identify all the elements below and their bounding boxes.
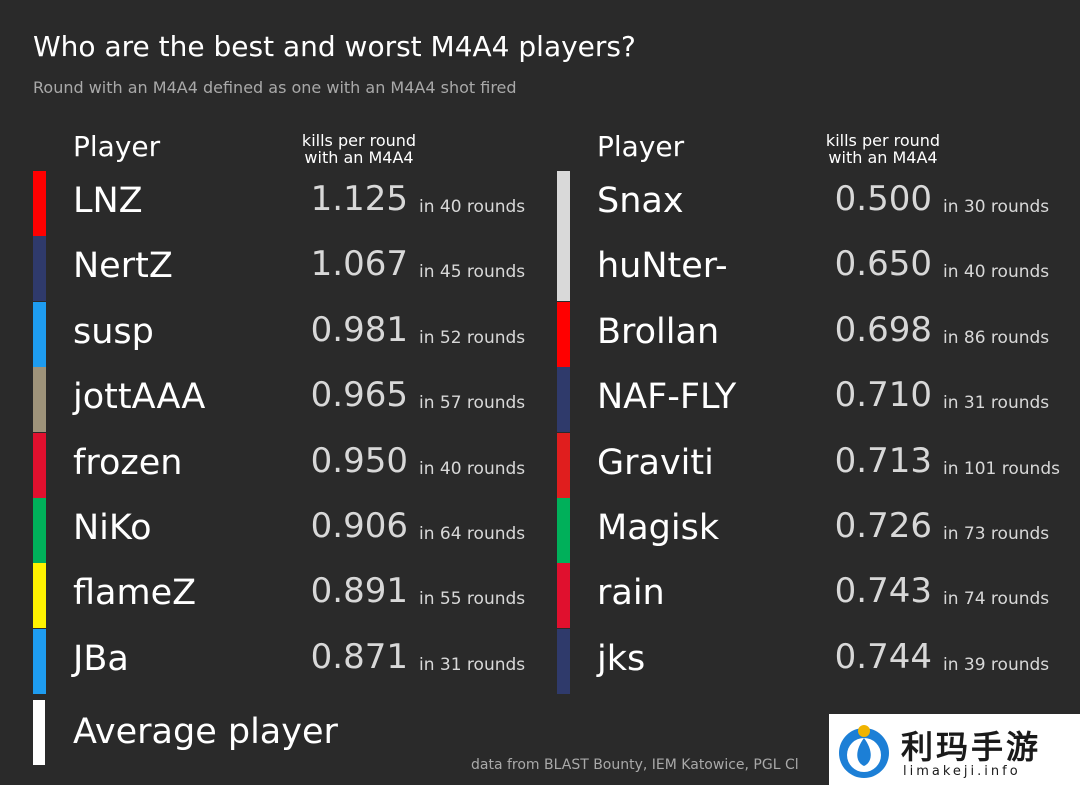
player-name: Graviti (597, 442, 714, 483)
kpr-header-line2: with an M4A4 (304, 148, 414, 167)
kills-per-round-value: 0.500 (834, 179, 932, 219)
team-color-bar (557, 498, 570, 563)
kills-per-round-value: 0.743 (834, 571, 932, 612)
player-row: susp 0.981 in 52 rounds (33, 301, 533, 367)
team-color-bar (33, 563, 46, 629)
kpr-column-header: kills per round with an M4A4 (793, 132, 973, 166)
player-name: huNter- (597, 246, 728, 287)
team-color-bar (557, 301, 570, 367)
rounds-count: in 57 rounds (419, 393, 526, 414)
kills-per-round-value: 0.744 (834, 636, 932, 677)
team-color-bar (33, 498, 46, 563)
average-player-row: Average player (33, 700, 433, 765)
kpr-header-line1: kills per round (825, 131, 941, 150)
player-name: NAF-FLY (597, 377, 737, 418)
player-row: NiKo 0.906 in 64 rounds (33, 498, 533, 563)
player-row: huNter- 0.650 in 40 rounds (557, 236, 1057, 302)
kills-per-round-value: 0.906 (310, 506, 408, 546)
player-row: jottAAA 0.965 in 57 rounds (33, 367, 533, 433)
player-name: LNZ (73, 181, 143, 221)
average-color-bar (33, 700, 45, 765)
rounds-count: in 40 rounds (419, 458, 526, 479)
player-name: NiKo (73, 508, 152, 548)
rounds-count: in 31 rounds (943, 393, 1050, 414)
rounds-count: in 40 rounds (943, 262, 1050, 283)
team-color-bar (557, 432, 570, 498)
rounds-count: in 55 rounds (419, 589, 526, 610)
chart-subtitle: Round with an M4A4 defined as one with a… (33, 78, 517, 97)
kills-per-round-value: 0.726 (834, 506, 932, 546)
player-name: Brollan (597, 311, 720, 352)
kpr-column-header: kills per round with an M4A4 (269, 132, 449, 166)
player-row: frozen 0.950 in 40 rounds (33, 432, 533, 498)
player-name: jks (597, 638, 646, 679)
player-name: JBa (73, 638, 129, 679)
chart-title: Who are the best and worst M4A4 players? (33, 30, 636, 63)
kpr-header-line2: with an M4A4 (828, 148, 938, 167)
player-name: flameZ (73, 573, 197, 614)
kills-per-round-value: 0.981 (310, 309, 408, 350)
player-column-header: Player (73, 130, 161, 163)
kills-per-round-value: 0.710 (834, 375, 932, 416)
player-row: Brollan 0.698 in 86 rounds (557, 301, 1057, 367)
kills-per-round-value: 0.871 (310, 636, 408, 677)
data-source-note: data from BLAST Bounty, IEM Katowice, PG… (471, 757, 799, 773)
team-color-bar (33, 236, 46, 302)
team-color-bar (557, 236, 570, 302)
team-color-bar (557, 628, 570, 694)
team-color-bar (557, 367, 570, 433)
player-name: susp (73, 311, 154, 352)
player-name: rain (597, 573, 665, 614)
kills-per-round-value: 0.713 (834, 440, 932, 481)
rounds-count: in 73 rounds (943, 524, 1050, 544)
player-row: jks 0.744 in 39 rounds (557, 628, 1057, 694)
rounds-count: in 30 rounds (943, 197, 1050, 217)
player-name: frozen (73, 442, 183, 483)
team-color-bar (557, 171, 570, 236)
rounds-count: in 39 rounds (943, 654, 1050, 675)
rounds-count: in 101 rounds (943, 458, 1060, 479)
kills-per-round-value: 0.950 (310, 440, 408, 481)
rounds-count: in 64 rounds (419, 524, 526, 544)
rounds-count: in 45 rounds (419, 262, 526, 283)
team-color-bar (33, 171, 46, 236)
player-row: rain 0.743 in 74 rounds (557, 563, 1057, 629)
player-row: flameZ 0.891 in 55 rounds (33, 563, 533, 629)
player-row: JBa 0.871 in 31 rounds (33, 628, 533, 694)
player-row: NertZ 1.067 in 45 rounds (33, 236, 533, 302)
team-color-bar (33, 367, 46, 433)
rounds-count: in 86 rounds (943, 327, 1050, 348)
team-color-bar (33, 432, 46, 498)
player-row: Magisk 0.726 in 73 rounds (557, 498, 1057, 563)
kills-per-round-value: 0.891 (310, 571, 408, 612)
player-row: LNZ 1.125 in 40 rounds (33, 171, 533, 236)
player-name: jottAAA (73, 377, 206, 418)
rounds-count: in 52 rounds (419, 327, 526, 348)
player-column-header: Player (597, 130, 685, 163)
watermark: 利玛手游 limakeji.info (829, 714, 1080, 785)
kills-per-round-value: 0.698 (834, 309, 932, 350)
kills-per-round-value: 1.067 (310, 244, 408, 285)
kills-per-round-value: 1.125 (310, 179, 408, 219)
team-color-bar (557, 563, 570, 629)
watermark-latin-text: limakeji.info (903, 764, 1021, 779)
watermark-logo-icon (839, 725, 889, 778)
team-color-bar (33, 301, 46, 367)
player-row: Snax 0.500 in 30 rounds (557, 171, 1057, 236)
player-name: NertZ (73, 246, 173, 287)
watermark-chinese-text: 利玛手游 (901, 728, 1042, 766)
team-color-bar (33, 628, 46, 694)
kills-per-round-value: 0.650 (834, 244, 932, 285)
player-name: Magisk (597, 508, 720, 548)
player-row: NAF-FLY 0.710 in 31 rounds (557, 367, 1057, 433)
rounds-count: in 74 rounds (943, 589, 1050, 610)
average-player-label: Average player (73, 712, 338, 752)
rounds-count: in 40 rounds (419, 197, 526, 217)
player-name: Snax (597, 181, 684, 221)
kpr-header-line1: kills per round (301, 131, 417, 150)
kills-per-round-value: 0.965 (310, 375, 408, 416)
player-row: Graviti 0.713 in 101 rounds (557, 432, 1060, 498)
rounds-count: in 31 rounds (419, 654, 526, 675)
